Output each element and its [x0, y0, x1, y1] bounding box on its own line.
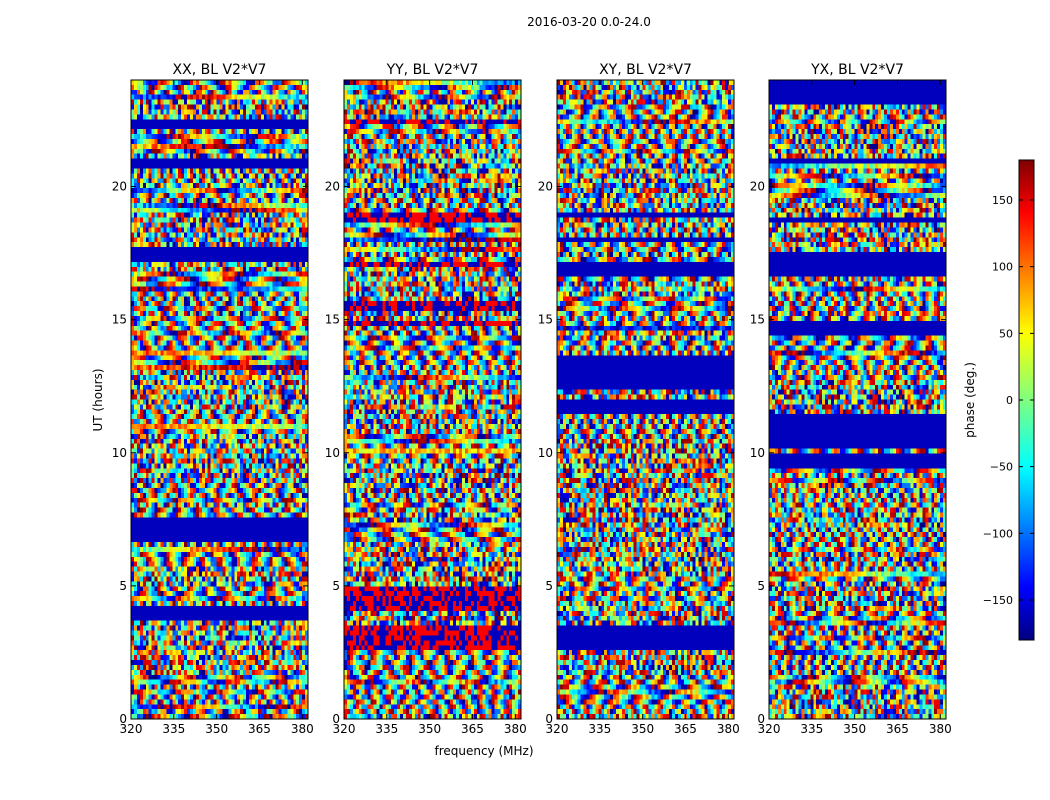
y-tick-label: 5 — [757, 579, 765, 593]
y-tick-label: 20 — [325, 180, 340, 194]
y-tick-label: 20 — [538, 180, 553, 194]
panel-frame — [130, 79, 309, 720]
panel-3: XY, BL V2*V7 320 335 350 365 380 0 5 10 15 20 — [538, 62, 740, 736]
colorbar-tick-label: −100 — [983, 527, 1013, 540]
y-tick-label: 0 — [332, 712, 340, 726]
colorbar-tick-label: 100 — [992, 261, 1013, 274]
y-tick-label: 5 — [545, 579, 553, 593]
heatmap-image — [344, 80, 521, 719]
y-tick-label: 0 — [545, 712, 553, 726]
y-axis-label: UT (hours) — [91, 368, 105, 431]
panel-1: XX, BL V2*V7 320 335 350 365 380 0 5 10 15 20 — [112, 62, 314, 736]
x-tick-label: 380 — [717, 722, 740, 736]
colorbar-tick-label: 150 — [992, 194, 1013, 207]
x-tick-label: 365 — [248, 722, 271, 736]
panel-title: XY, BL V2*V7 — [599, 62, 692, 78]
y-tick-label: 10 — [112, 446, 127, 460]
x-tick-label: 335 — [375, 722, 398, 736]
colorbar-tick-label: 50 — [999, 327, 1013, 340]
y-tick-label: 15 — [112, 313, 127, 327]
panel-title: YX, BL V2*V7 — [810, 62, 904, 78]
panel-4: YX, BL V2*V7 320 335 350 365 380 0 5 10 15 20 — [750, 62, 952, 736]
x-tick-label: 350 — [843, 722, 866, 736]
x-tick-label: 335 — [162, 722, 185, 736]
x-tick-label: 365 — [674, 722, 697, 736]
y-tick-label: 0 — [757, 712, 765, 726]
y-tick-label: 10 — [325, 446, 340, 460]
x-tick-label: 320 — [758, 722, 781, 736]
y-tick-label: 15 — [325, 313, 340, 327]
y-tick-label: 5 — [119, 579, 127, 593]
x-tick-label: 320 — [120, 722, 143, 736]
figure-title: 2016-03-20 0.0-24.0 — [527, 15, 651, 29]
panel-2: YY, BL V2*V7 320 335 350 365 380 0 5 10 15 20 — [325, 62, 527, 736]
colorbar-label: phase (deg.) — [963, 362, 977, 438]
y-tick-label: 20 — [112, 180, 127, 194]
panel-title: YY, BL V2*V7 — [386, 62, 479, 78]
x-tick-label: 365 — [886, 722, 909, 736]
colorbar-tick-label: 0 — [1006, 394, 1013, 407]
y-tick-label: 20 — [750, 180, 765, 194]
x-tick-label: 350 — [631, 722, 654, 736]
x-tick-label: 380 — [504, 722, 527, 736]
panel-title: XX, BL V2*V7 — [173, 62, 267, 78]
colorbar-tick-label: −50 — [990, 461, 1013, 474]
panel-frame — [556, 79, 735, 720]
y-tick-label: 10 — [538, 446, 553, 460]
heatmap-image — [131, 80, 308, 719]
colorbar: 150 100 50 0 −50 −100 −150 phase (deg.) — [963, 159, 1035, 641]
x-tick-label: 350 — [418, 722, 441, 736]
y-tick-label: 0 — [119, 712, 127, 726]
x-tick-label: 380 — [929, 722, 952, 736]
y-tick-label: 10 — [750, 446, 765, 460]
y-tick-label: 15 — [538, 313, 553, 327]
heatmap-image — [557, 80, 734, 719]
panel-frame — [768, 79, 947, 720]
colorbar-tick-label: −150 — [983, 594, 1013, 607]
x-tick-label: 320 — [333, 722, 356, 736]
x-tick-label: 365 — [461, 722, 484, 736]
heatmap-image — [769, 80, 946, 719]
x-axis-label: frequency (MHz) — [434, 744, 533, 758]
x-tick-label: 335 — [588, 722, 611, 736]
x-tick-label: 350 — [205, 722, 228, 736]
colorbar-ticks: 150 100 50 0 −50 −100 −150 — [983, 194, 1034, 607]
panel-frame — [343, 79, 522, 720]
y-tick-label: 15 — [750, 313, 765, 327]
x-tick-label: 380 — [291, 722, 314, 736]
x-tick-label: 335 — [800, 722, 823, 736]
x-tick-label: 320 — [546, 722, 569, 736]
y-tick-label: 5 — [332, 579, 340, 593]
